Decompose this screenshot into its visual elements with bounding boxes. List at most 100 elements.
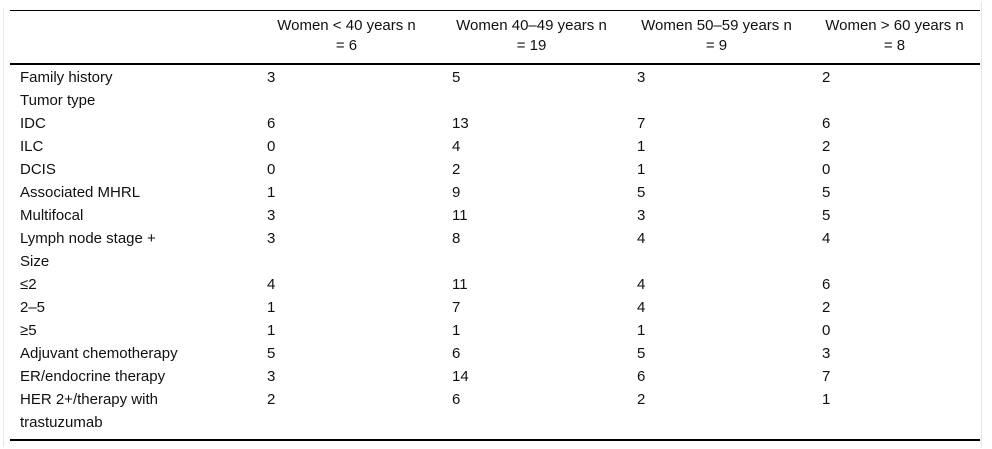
table-row: Tumor type bbox=[10, 89, 980, 112]
cell-value: 1 bbox=[267, 299, 276, 316]
header-col-women-40-49: Women 40–49 years n = 19 bbox=[439, 10, 624, 65]
table-body: Family history 3 5 3 2 Tumor type IDC 6 13 7 6 ILC 0… bbox=[10, 64, 980, 440]
frame-left-border bbox=[3, 8, 4, 447]
cell-value: 4 bbox=[822, 230, 831, 247]
cell-value: 6 bbox=[822, 276, 831, 293]
header-empty-cell bbox=[10, 10, 254, 65]
row-label: Multifocal bbox=[20, 207, 84, 224]
cell-value: 6 bbox=[267, 115, 276, 132]
header-label: Women 50–59 years n bbox=[641, 17, 792, 34]
row-label: HER 2+/therapy with trastuzumab bbox=[20, 391, 158, 431]
row-label: ER/endocrine therapy bbox=[20, 368, 166, 385]
cell-value: 5 bbox=[822, 207, 831, 224]
table-row: Size bbox=[10, 250, 980, 273]
cell-value bbox=[254, 89, 439, 112]
cell-value bbox=[809, 89, 980, 112]
header-count: = 19 bbox=[516, 37, 547, 54]
cell-value: 3 bbox=[267, 230, 276, 247]
row-label: ≥5 bbox=[20, 322, 37, 339]
cell-value bbox=[439, 250, 624, 273]
cell-value: 3 bbox=[637, 69, 646, 86]
cell-value bbox=[439, 89, 624, 112]
cell-value: 2 bbox=[452, 161, 461, 178]
cell-value: 4 bbox=[267, 276, 276, 293]
cell-value: 7 bbox=[822, 368, 831, 385]
row-label: Tumor type bbox=[20, 92, 96, 109]
cell-value: 2 bbox=[267, 391, 276, 408]
frame-right-border bbox=[981, 2, 982, 447]
cell-value: 11 bbox=[452, 276, 468, 293]
cell-value: 3 bbox=[267, 207, 276, 224]
row-label: ILC bbox=[20, 138, 44, 155]
cell-value: 5 bbox=[637, 184, 646, 201]
header-label: Women > 60 years n bbox=[825, 17, 964, 34]
table-row: Family history 3 5 3 2 bbox=[10, 64, 980, 89]
table-row: DCIS 0 2 1 0 bbox=[10, 158, 980, 181]
cell-value: 9 bbox=[452, 184, 461, 201]
cell-value: 3 bbox=[267, 69, 276, 86]
header-col-women-under-40: Women < 40 years n = 6 bbox=[254, 10, 439, 65]
cell-value: 7 bbox=[452, 299, 461, 316]
cell-value: 2 bbox=[637, 391, 646, 408]
cell-value: 11 bbox=[452, 207, 468, 224]
cell-value: 1 bbox=[452, 322, 461, 339]
row-label: Associated MHRL bbox=[20, 184, 141, 201]
table-row: Lymph node stage + 3 8 4 4 bbox=[10, 227, 980, 250]
row-label: ≤2 bbox=[20, 276, 37, 293]
table-row: Associated MHRL 1 9 5 5 bbox=[10, 181, 980, 204]
cell-value: 1 bbox=[267, 184, 276, 201]
table-header: Women < 40 years n = 6 Women 40–49 years… bbox=[10, 10, 980, 65]
table-row: Multifocal 3 11 3 5 bbox=[10, 204, 980, 227]
row-label: DCIS bbox=[20, 161, 56, 178]
cell-value: 7 bbox=[637, 115, 646, 132]
cell-value bbox=[624, 89, 809, 112]
cell-value: 6 bbox=[637, 368, 646, 385]
cell-value: 4 bbox=[637, 276, 646, 293]
cell-value: 2 bbox=[822, 299, 831, 316]
cell-value: 6 bbox=[452, 345, 461, 362]
cell-value: 14 bbox=[452, 368, 469, 385]
row-label: IDC bbox=[20, 115, 46, 132]
row-label: Adjuvant chemotherapy bbox=[20, 345, 178, 362]
cell-value bbox=[809, 250, 980, 273]
row-label: Family history bbox=[20, 69, 113, 86]
table-row: IDC 6 13 7 6 bbox=[10, 112, 980, 135]
cell-value: 0 bbox=[822, 322, 831, 339]
cell-value: 0 bbox=[822, 161, 831, 178]
cell-value: 0 bbox=[267, 161, 276, 178]
cell-value: 4 bbox=[452, 138, 461, 155]
cell-value: 1 bbox=[637, 138, 646, 155]
cell-value: 2 bbox=[822, 138, 831, 155]
table-row: 2–5 1 7 4 2 bbox=[10, 296, 980, 319]
cell-value: 13 bbox=[452, 115, 469, 132]
row-label: Size bbox=[20, 253, 50, 270]
cell-value: 4 bbox=[637, 299, 646, 316]
cell-value: 1 bbox=[637, 322, 646, 339]
header-count: = 8 bbox=[883, 37, 906, 54]
cell-value: 3 bbox=[822, 345, 831, 362]
table-row: Adjuvant chemotherapy 5 6 5 3 bbox=[10, 342, 980, 365]
cell-value: 4 bbox=[637, 230, 646, 247]
cell-value: 1 bbox=[637, 161, 646, 178]
header-label: Women 40–49 years n bbox=[456, 17, 607, 34]
row-label: 2–5 bbox=[20, 299, 46, 316]
cell-value: 3 bbox=[637, 207, 646, 224]
cell-value: 6 bbox=[452, 391, 461, 408]
header-count: = 6 bbox=[335, 37, 358, 54]
cell-value: 5 bbox=[267, 345, 276, 362]
cell-value: 1 bbox=[267, 322, 276, 339]
cell-value: 0 bbox=[267, 138, 276, 155]
cell-value: 1 bbox=[822, 391, 831, 408]
table-row: HER 2+/therapy with trastuzumab 2 6 2 1 bbox=[10, 388, 980, 440]
table-row: ER/endocrine therapy 3 14 6 7 bbox=[10, 365, 980, 388]
cell-value: 5 bbox=[637, 345, 646, 362]
cell-value: 5 bbox=[822, 184, 831, 201]
cell-value: 5 bbox=[452, 69, 461, 86]
header-col-women-50-59: Women 50–59 years n = 9 bbox=[624, 10, 809, 65]
header-col-women-over-60: Women > 60 years n = 8 bbox=[809, 10, 980, 65]
table-row: ≤2 4 11 4 6 bbox=[10, 273, 980, 296]
cell-value bbox=[254, 250, 439, 273]
cell-value bbox=[624, 250, 809, 273]
header-row: Women < 40 years n = 6 Women 40–49 years… bbox=[10, 10, 980, 65]
